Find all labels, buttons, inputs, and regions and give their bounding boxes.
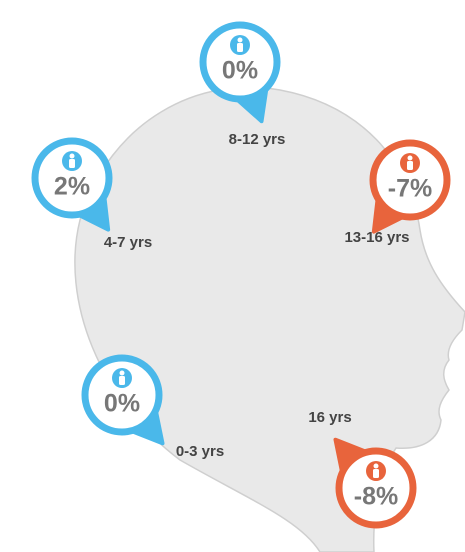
bubble-ring	[81, 354, 163, 436]
years-label: 16 yrs	[308, 409, 351, 426]
speech-bubble: 0%	[199, 21, 281, 124]
speech-bubble: 2%	[31, 137, 113, 232]
bubble-ring	[335, 447, 417, 529]
percent-value: -8%	[354, 483, 398, 511]
icon-head	[119, 370, 125, 376]
percent-value: 2%	[54, 173, 90, 201]
speech-bubble: -7%	[369, 139, 451, 234]
years-label: 4-7 yrs	[104, 234, 152, 251]
icon-body	[373, 469, 379, 478]
icon-head	[237, 37, 243, 43]
icon-head	[373, 463, 379, 469]
icon-body	[119, 376, 125, 385]
years-label: 13-16 yrs	[344, 229, 409, 246]
icon-head	[407, 155, 413, 161]
bubble-ring	[199, 21, 281, 103]
percent-value: 0%	[222, 57, 258, 85]
bubble-ring	[31, 137, 113, 219]
percent-value: 0%	[104, 390, 140, 418]
years-label: 8-12 yrs	[229, 131, 286, 148]
icon-body	[237, 43, 243, 52]
icon-body	[69, 159, 75, 168]
bubble-ring	[369, 139, 451, 221]
speech-bubble: 0%	[81, 354, 165, 446]
icon-body	[407, 161, 413, 170]
icon-head	[69, 153, 75, 159]
percent-value: -7%	[388, 175, 432, 203]
years-label: 0-3 yrs	[176, 443, 224, 460]
speech-bubble: -8%	[333, 437, 417, 529]
